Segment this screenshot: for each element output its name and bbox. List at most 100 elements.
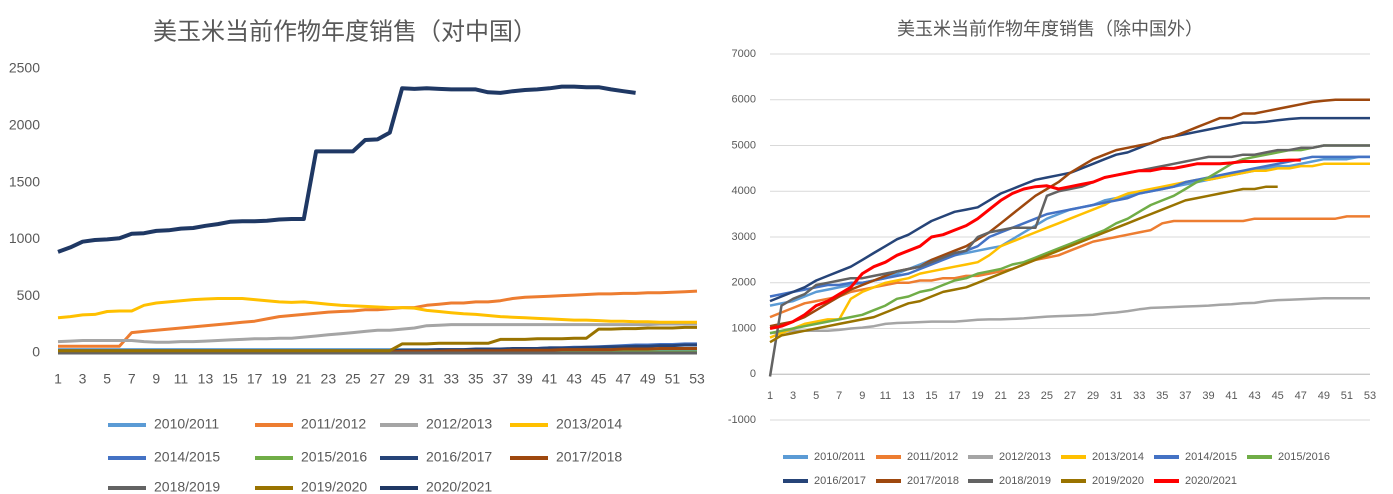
x-tick-label: 45 <box>591 371 607 387</box>
x-tick-label: 39 <box>517 371 533 387</box>
chart-panel: 美玉米当前作物年度销售（对中国） 0 500 1000 1500 2000 2500 1 3 5 7… <box>9 18 705 494</box>
series-line <box>58 325 697 353</box>
x-tick-label: 19 <box>271 371 287 387</box>
y-tick-label: 7000 <box>732 48 756 60</box>
y-tick-label: 5000 <box>732 139 756 151</box>
x-tick-label: 15 <box>925 390 937 402</box>
y-tick-label: 3000 <box>732 231 756 243</box>
x-tick-label: 25 <box>345 371 361 387</box>
legend-label: 2011/2012 <box>907 451 958 463</box>
x-tick-label: 33 <box>1133 390 1145 402</box>
x-tick-label: 37 <box>493 371 509 387</box>
series-line <box>769 144 1370 335</box>
series-line <box>57 322 697 344</box>
x-tick-label: 11 <box>880 390 891 402</box>
y-tick-label: 1000 <box>9 230 40 246</box>
legend-label: 2014/2015 <box>1185 451 1237 463</box>
x-tick-label: 53 <box>1364 390 1376 402</box>
series-line <box>769 185 1278 344</box>
x-tick-label: 47 <box>615 371 631 387</box>
legend-label: 2016/2017 <box>814 475 866 487</box>
x-tick-label: 43 <box>566 371 582 387</box>
x-tick-label: 49 <box>640 371 656 387</box>
chart-title: 美玉米当前作物年度销售（对中国） <box>153 18 537 45</box>
y-tick-label: 4000 <box>732 185 756 197</box>
x-tick-label: 37 <box>1179 390 1191 402</box>
y-tick-label: 0 <box>750 368 756 380</box>
x-tick-label: 11 <box>174 371 189 387</box>
x-tick-label: 23 <box>321 371 337 387</box>
x-tick-label: 3 <box>79 371 87 387</box>
x-tick-label: 33 <box>443 371 459 387</box>
x-tick-label: 21 <box>995 390 1007 402</box>
x-tick-label: 5 <box>813 390 819 402</box>
x-tick-label: 1 <box>54 371 62 387</box>
x-tick-label: 43 <box>1248 390 1260 402</box>
x-tick-label: 27 <box>370 371 386 387</box>
x-tick-label: 35 <box>468 371 484 387</box>
legend-label: 2017/2018 <box>907 475 959 487</box>
x-tick-label: 31 <box>1110 390 1122 402</box>
series-line <box>769 215 1370 319</box>
legend-label: 2012/2013 <box>426 416 492 432</box>
x-tick-label: 51 <box>1341 390 1353 402</box>
x-tick-label: 9 <box>859 390 865 402</box>
x-tick-label: 21 <box>296 371 312 387</box>
x-tick-label: 51 <box>665 371 681 387</box>
x-tick-label: 9 <box>152 371 160 387</box>
chart-title: 美玉米当前作物年度销售（除中国外） <box>897 19 1203 39</box>
legend-label: 2010/2011 <box>814 451 865 463</box>
legend-label: 2017/2018 <box>556 449 622 465</box>
series-line <box>768 144 1370 377</box>
x-tick-label: 41 <box>542 371 558 387</box>
y-tick-label: 2000 <box>732 277 756 289</box>
x-tick-label: 13 <box>902 390 914 402</box>
y-tick-label: 2000 <box>9 117 40 133</box>
y-tick-label: 500 <box>17 287 41 303</box>
legend-label: 2013/2014 <box>556 416 622 432</box>
legend-label: 2011/2012 <box>301 416 366 432</box>
legend-label: 2015/2016 <box>301 449 367 465</box>
y-tick-label: 1000 <box>732 322 756 334</box>
series-line <box>769 98 1370 328</box>
series-line <box>57 84 636 254</box>
x-tick-label: 19 <box>972 390 984 402</box>
x-tick-label: 41 <box>1225 390 1237 402</box>
series-line <box>769 297 1370 335</box>
x-tick-label: 17 <box>247 371 263 387</box>
legend-label: 2014/2015 <box>154 449 220 465</box>
x-tick-label: 7 <box>128 371 136 387</box>
x-tick-label: 1 <box>767 390 773 402</box>
x-tick-label: 29 <box>1087 390 1099 402</box>
legend-label: 2015/2016 <box>1278 451 1330 463</box>
legend-label: 2010/2011 <box>154 416 219 432</box>
legend-label: 2020/2021 <box>1185 475 1237 487</box>
x-tick-label: 7 <box>836 390 842 402</box>
y-tick-label: 0 <box>32 344 40 360</box>
chart-panel: 美玉米当前作物年度销售（除中国外） -1000 0 1000 2000 3000 4000 5… <box>728 19 1376 487</box>
x-tick-label: 17 <box>948 390 960 402</box>
y-tick-label: -1000 <box>728 414 756 426</box>
x-tick-label: 23 <box>1018 390 1030 402</box>
x-tick-label: 35 <box>1156 390 1168 402</box>
x-tick-label: 31 <box>419 371 435 387</box>
legend-label: 2019/2020 <box>301 479 367 494</box>
y-tick-label: 6000 <box>732 94 756 106</box>
x-tick-label: 49 <box>1318 390 1330 402</box>
series-line <box>769 158 1301 330</box>
x-tick-label: 27 <box>1064 390 1076 402</box>
x-tick-label: 47 <box>1295 390 1307 402</box>
x-tick-label: 15 <box>222 371 238 387</box>
x-tick-label: 29 <box>394 371 410 387</box>
x-tick-label: 25 <box>1041 390 1053 402</box>
legend-label: 2016/2017 <box>426 449 492 465</box>
series-line <box>58 289 698 348</box>
x-tick-label: 39 <box>1202 390 1214 402</box>
series-line <box>57 297 697 324</box>
legend-label: 2012/2013 <box>999 451 1051 463</box>
legend-label: 2020/2021 <box>426 479 492 494</box>
y-tick-label: 1500 <box>9 173 40 189</box>
series-line <box>769 162 1370 339</box>
y-tick-label: 2500 <box>9 60 40 76</box>
